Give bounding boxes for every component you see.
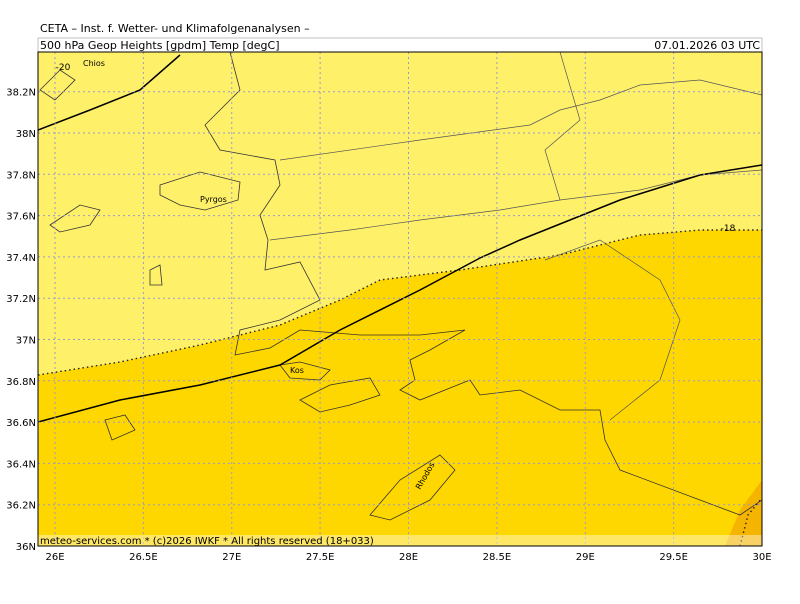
lat-label: 36N [16, 542, 36, 553]
coastline [49, 204, 101, 233]
lat-label: 37N [16, 336, 36, 347]
coastline [369, 454, 456, 521]
lon-label: 27E [222, 552, 241, 563]
lat-label: 37.2N [6, 294, 36, 305]
lon-label: 26.5E [129, 552, 158, 563]
coastline [159, 171, 241, 211]
contour-label: -18 [721, 224, 736, 234]
lon-label: 26E [45, 552, 64, 563]
copyright: meteo-services.com * (c)2026 IWKF * All … [40, 536, 374, 547]
contour-label: -20 [56, 63, 71, 73]
river [279, 79, 762, 161]
coastline [104, 414, 136, 441]
lat-label: 37.6N [6, 212, 36, 223]
lat-label: 37.8N [6, 170, 36, 181]
lon-label: 30E [752, 552, 771, 563]
coastline [204, 52, 762, 516]
lon-label: 29.5E [659, 552, 688, 563]
lon-label: 28.5E [483, 552, 512, 563]
product: 500 hPa Geop Heights [gpdm] Temp [degC] [40, 39, 279, 52]
height-contour [38, 164, 762, 423]
coastline [39, 69, 76, 101]
institute: CETA – Inst. f. Wetter- und Klimafolgena… [40, 22, 310, 35]
map-frame [37, 51, 763, 547]
place-label: Chios [83, 59, 105, 68]
lon-label: 27.5E [306, 552, 335, 563]
valid-time: 07.01.2026 03 UTC [654, 39, 760, 52]
region-border [544, 52, 581, 201]
lon-label: 29E [576, 552, 595, 563]
lat-label: 37.4N [6, 253, 36, 264]
isotherm [38, 229, 762, 376]
place-label: Kos [290, 366, 304, 375]
region-border [544, 239, 681, 421]
map-area: -20 -18 Chios Pyrgos Kos Rhodos meteo-se… [38, 52, 762, 547]
cold-field [38, 230, 762, 546]
lat-label: 36.8N [6, 377, 36, 388]
lat-label: 36.4N [6, 459, 36, 470]
coastline [149, 264, 163, 286]
lon-label: 28E [399, 552, 418, 563]
height-contour [38, 54, 181, 131]
place-label: Pyrgos [200, 195, 227, 204]
lat-label: 36.2N [6, 501, 36, 512]
isotherm [739, 497, 762, 546]
lat-label: 38.2N [6, 88, 36, 99]
lat-label: 38N [16, 129, 36, 140]
coastline [279, 361, 331, 381]
footer-strip [38, 535, 762, 546]
lat-label: 36.6N [6, 418, 36, 429]
